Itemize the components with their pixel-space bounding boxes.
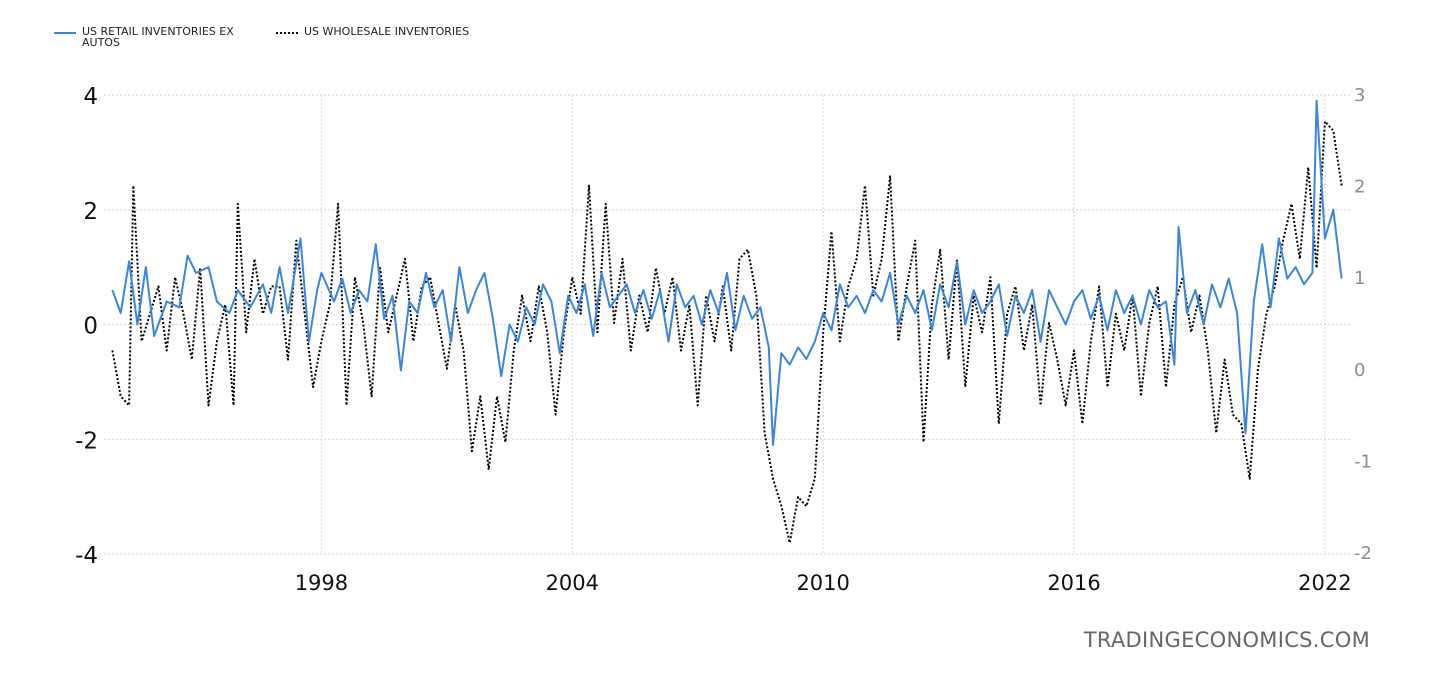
left-tick-label: 4 [83, 84, 98, 110]
chart-legend: US RETAIL INVENTORIES EX AUTOS US WHOLES… [54, 26, 469, 48]
legend-swatch-retail [54, 32, 76, 34]
right-tick-label: 2 [1354, 177, 1365, 198]
watermark: TRADINGECONOMICS.COM [1083, 628, 1370, 652]
legend-item-retail[interactable]: US RETAIL INVENTORIES EX AUTOS [54, 26, 262, 48]
legend-item-wholesale[interactable]: US WHOLESALE INVENTORIES [276, 26, 469, 37]
right-tick-label: 1 [1354, 268, 1365, 289]
right-tick-label: 3 [1354, 85, 1365, 106]
series-lines [111, 99, 1343, 544]
left-tick-label: 0 [83, 314, 98, 340]
axes: 4 2 0 -2 -4 3 2 1 0 -1 -2 1998 2004 2010 2016 2022 [75, 84, 1372, 595]
x-tick-label: 1998 [295, 571, 348, 595]
x-tick-label: 2022 [1298, 571, 1351, 595]
x-tick-label: 2004 [546, 571, 599, 595]
left-tick-label: 2 [83, 199, 98, 225]
right-tick-label: 0 [1354, 360, 1365, 381]
series-line-retail [111, 99, 1343, 446]
legend-swatch-wholesale [276, 32, 298, 34]
x-tick-label: 2010 [796, 571, 849, 595]
legend-label-retail: US RETAIL INVENTORIES EX AUTOS [82, 25, 234, 49]
legend-label-wholesale: US WHOLESALE INVENTORIES [304, 25, 470, 38]
left-tick-label: -2 [75, 428, 98, 454]
series-line-wholesale [111, 120, 1343, 544]
right-tick-label: -2 [1354, 543, 1372, 564]
x-tick-label: 2016 [1047, 571, 1100, 595]
right-tick-label: -1 [1354, 451, 1372, 472]
left-tick-label: -4 [75, 543, 98, 569]
